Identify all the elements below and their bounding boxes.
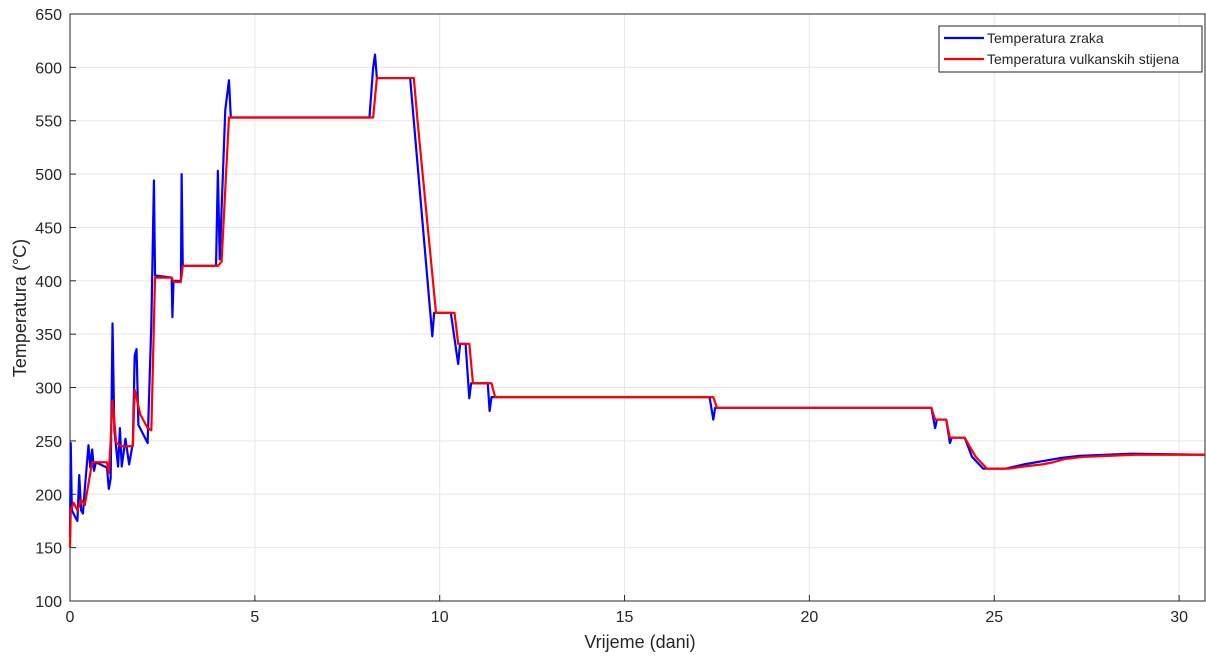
x-tick-label: 30 bbox=[1170, 609, 1188, 626]
x-axis-label: Vrijeme (dani) bbox=[584, 632, 695, 652]
x-tick-label: 25 bbox=[985, 609, 1003, 626]
x-tick-label: 0 bbox=[66, 609, 75, 626]
y-tick-label: 250 bbox=[35, 434, 62, 451]
y-tick-label: 550 bbox=[35, 114, 62, 131]
y-tick-label: 400 bbox=[35, 274, 62, 291]
x-tick-label: 15 bbox=[616, 609, 634, 626]
y-tick-label: 350 bbox=[35, 327, 62, 344]
y-tick-label: 200 bbox=[35, 487, 62, 504]
y-tick-label: 100 bbox=[35, 594, 62, 611]
series-line bbox=[68, 76, 1205, 548]
y-axis-label: Temperatura (°C) bbox=[10, 239, 30, 377]
y-tick-label: 500 bbox=[35, 167, 62, 184]
y-tick-label: 300 bbox=[35, 381, 62, 398]
x-tick-label: 20 bbox=[801, 609, 819, 626]
y-tick-label: 450 bbox=[35, 220, 62, 237]
x-tick-label: 5 bbox=[250, 609, 259, 626]
y-tick-label: 600 bbox=[35, 60, 62, 77]
axes-box bbox=[69, 13, 1206, 602]
legend-label: Temperatura zraka bbox=[987, 30, 1104, 46]
legend-box bbox=[938, 25, 1203, 73]
legend-label: Temperatura vulkanskih stijena bbox=[987, 51, 1179, 67]
y-tick-label: 150 bbox=[35, 541, 62, 558]
legend: Temperatura zraka Temperatura vulkanskih … bbox=[938, 25, 1203, 73]
y-tick-label: 650 bbox=[35, 7, 62, 24]
x-tick-label: 10 bbox=[431, 609, 449, 626]
